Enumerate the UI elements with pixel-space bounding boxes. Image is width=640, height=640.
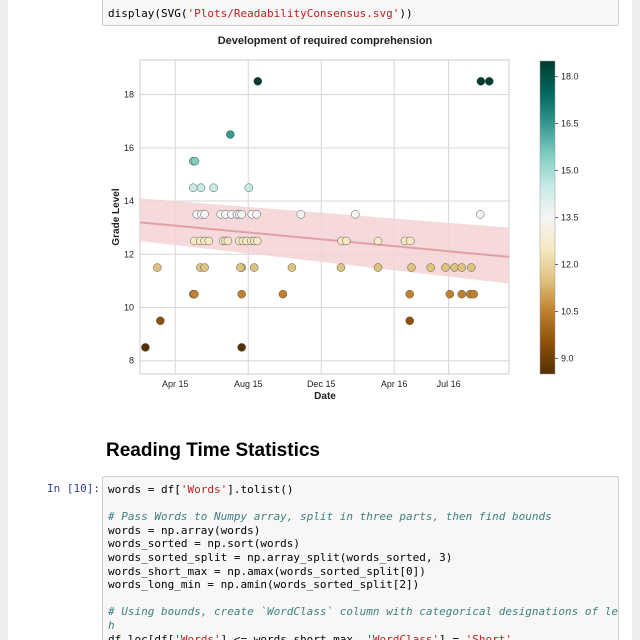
data-point [405, 316, 414, 326]
y-tick-label: 10 [124, 302, 134, 312]
data-points [141, 77, 494, 352]
data-point [467, 263, 476, 272]
data-point [190, 289, 199, 299]
data-point [457, 263, 467, 272]
data-point [485, 77, 494, 86]
colorbar [539, 60, 556, 375]
data-point [407, 263, 416, 272]
y-tick-label: 12 [124, 249, 134, 259]
colorbar-tick-label: 15.0 [561, 166, 579, 176]
cell-prompt: In [10]: [47, 482, 100, 495]
data-point [406, 236, 415, 246]
data-point [237, 289, 246, 299]
data-point [188, 183, 198, 192]
code-cell-words[interactable]: words = df['Words'].tolist() # Pass Word… [102, 476, 619, 640]
chart-title: Development of required comprehension [218, 35, 433, 47]
y-tick-label: 8 [129, 356, 134, 366]
data-point [405, 289, 414, 299]
colorbar-tick-label: 13.5 [561, 213, 579, 223]
data-point [252, 236, 262, 246]
code-line: display(SVG('Plots/ReadabilityConsensus.… [108, 7, 413, 20]
data-point [441, 263, 450, 272]
data-point [469, 289, 478, 299]
colorbar-tick-label: 10.5 [561, 306, 579, 316]
data-point [244, 183, 254, 192]
data-point [476, 77, 486, 86]
x-tick-label: Jul 16 [437, 379, 461, 389]
x-tick-label: Apr 15 [162, 379, 189, 389]
data-point [373, 263, 383, 272]
confidence-band [140, 198, 509, 284]
data-point [476, 210, 485, 219]
code-line: h [108, 618, 115, 632]
data-point [287, 263, 297, 272]
confidence-band-area [140, 198, 509, 284]
section-heading: Reading Time Statistics [106, 440, 320, 461]
data-point [236, 263, 245, 272]
data-point [156, 316, 165, 326]
code-line: words = df['Words'].tolist() [108, 483, 294, 496]
data-point [249, 263, 259, 272]
readability-scatter-chart: Development of required comprehension Ap… [111, 35, 579, 402]
y-axis-tick-labels: 8 10 12 14 16 18 [124, 90, 134, 366]
data-point [200, 263, 209, 272]
code-line: words_long_min = np.amin(words_sorted_sp… [108, 578, 420, 592]
data-point [342, 236, 351, 246]
code-line: words_short_max = np.amax(words_sorted_s… [108, 564, 426, 578]
y-tick-label: 16 [124, 143, 134, 153]
x-axis-label: Date [314, 391, 336, 402]
code-line: words_sorted_split = np.array_split(word… [108, 550, 453, 564]
notebook-page: display(SVG('Plots/ReadabilityConsensus.… [8, 0, 632, 640]
code-block: words = df['Words'].tolist() # Pass Word… [108, 483, 619, 640]
data-point [336, 263, 346, 272]
code-line: df.loc[df['Words'] <= words_short_max, '… [108, 632, 513, 640]
colorbar-tick-label: 18.0 [561, 72, 579, 82]
data-point [457, 289, 467, 299]
code-line: words = np.array(words) [108, 523, 261, 537]
data-point [200, 210, 209, 219]
data-point [373, 236, 383, 246]
data-point [253, 77, 263, 86]
code-line: # Using bounds, create `WordClass` colum… [108, 605, 619, 619]
data-point [426, 263, 435, 272]
y-axis-label: Grade Level [111, 188, 122, 245]
x-tick-label: Aug 15 [234, 379, 263, 389]
data-point [153, 263, 162, 272]
data-point [351, 210, 360, 219]
code-line: words_sorted = np.sort(words) [108, 537, 301, 551]
y-tick-label: 18 [124, 90, 134, 100]
code-line: # Pass Words to Numpy array, split in th… [108, 510, 552, 524]
trend-line [139, 221, 510, 258]
data-point [209, 183, 218, 192]
x-tick-label: Dec 15 [307, 379, 336, 389]
display-svg-code-cell[interactable]: display(SVG('Plots/ReadabilityConsensus.… [102, 0, 619, 26]
colorbar-tick-labels: 9.0 10.5 12.0 13.5 15.0 16.5 18.0 [555, 72, 579, 363]
data-point [237, 343, 246, 352]
data-point [450, 263, 459, 272]
data-point [204, 236, 214, 246]
data-point [278, 289, 288, 299]
colorbar-tick-label: 16.5 [561, 119, 579, 129]
data-point [445, 289, 455, 299]
x-tick-label: Apr 16 [381, 379, 408, 389]
data-point [196, 183, 206, 192]
x-axis-tick-labels: Apr 15 Aug 15 Dec 15 Apr 16 Jul 16 [162, 379, 461, 389]
colorbar-tick-label: 9.0 [561, 353, 574, 363]
y-tick-label: 14 [124, 196, 134, 206]
data-point [223, 236, 233, 246]
regression-trend-line [139, 221, 510, 258]
data-point [296, 210, 306, 219]
data-point [226, 130, 235, 139]
data-point [190, 156, 200, 166]
data-point [237, 210, 246, 219]
data-point [141, 343, 150, 352]
colorbar-tick-label: 12.0 [561, 259, 579, 269]
data-point [252, 210, 261, 219]
